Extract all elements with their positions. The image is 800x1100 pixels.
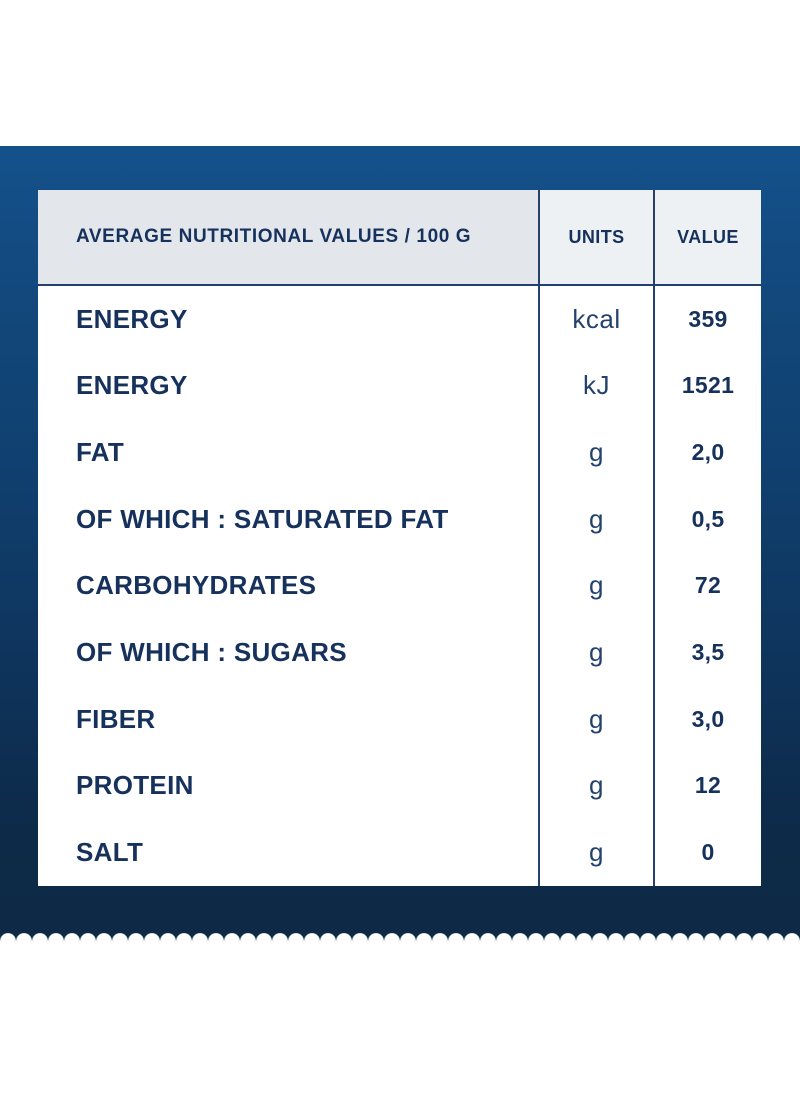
row-unit: kJ	[538, 352, 653, 420]
row-value: 1521	[653, 352, 761, 420]
row-value: 3,0	[653, 685, 761, 753]
row-label: CARBOHYDRATES	[76, 570, 317, 601]
row-unit: g	[538, 552, 653, 620]
row-value: 0,5	[653, 485, 761, 553]
table-header-values: AVERAGE NUTRITIONAL VALUES / 100 G	[38, 190, 538, 286]
table-header-value: VALUE	[653, 190, 761, 286]
row-label: ENERGY	[76, 370, 188, 401]
row-unit: kcal	[538, 286, 653, 353]
row-label: FIBER	[76, 703, 156, 734]
row-label: FAT	[76, 437, 125, 468]
nutrition-table: AVERAGE NUTRITIONAL VALUES / 100 G UNITS…	[38, 190, 761, 886]
row-unit: g	[538, 485, 653, 553]
row-label: OF WHICH : SATURATED FAT	[76, 503, 449, 534]
table-header-units: UNITS	[538, 190, 653, 286]
row-label: OF WHICH : SUGARS	[76, 637, 347, 668]
row-unit: g	[538, 752, 653, 820]
scalloped-edge	[0, 931, 800, 941]
row-value: 359	[653, 286, 761, 353]
row-value: 12	[653, 752, 761, 820]
row-unit: g	[538, 819, 653, 886]
row-value: 0	[653, 819, 761, 886]
row-value: 72	[653, 552, 761, 620]
row-unit: g	[538, 419, 653, 486]
row-value: 2,0	[653, 419, 761, 486]
row-label: ENERGY	[76, 303, 188, 334]
row-label: SALT	[76, 837, 144, 868]
row-unit: g	[538, 685, 653, 753]
row-value: 3,5	[653, 619, 761, 686]
row-label: PROTEIN	[76, 770, 194, 801]
row-unit: g	[538, 619, 653, 686]
